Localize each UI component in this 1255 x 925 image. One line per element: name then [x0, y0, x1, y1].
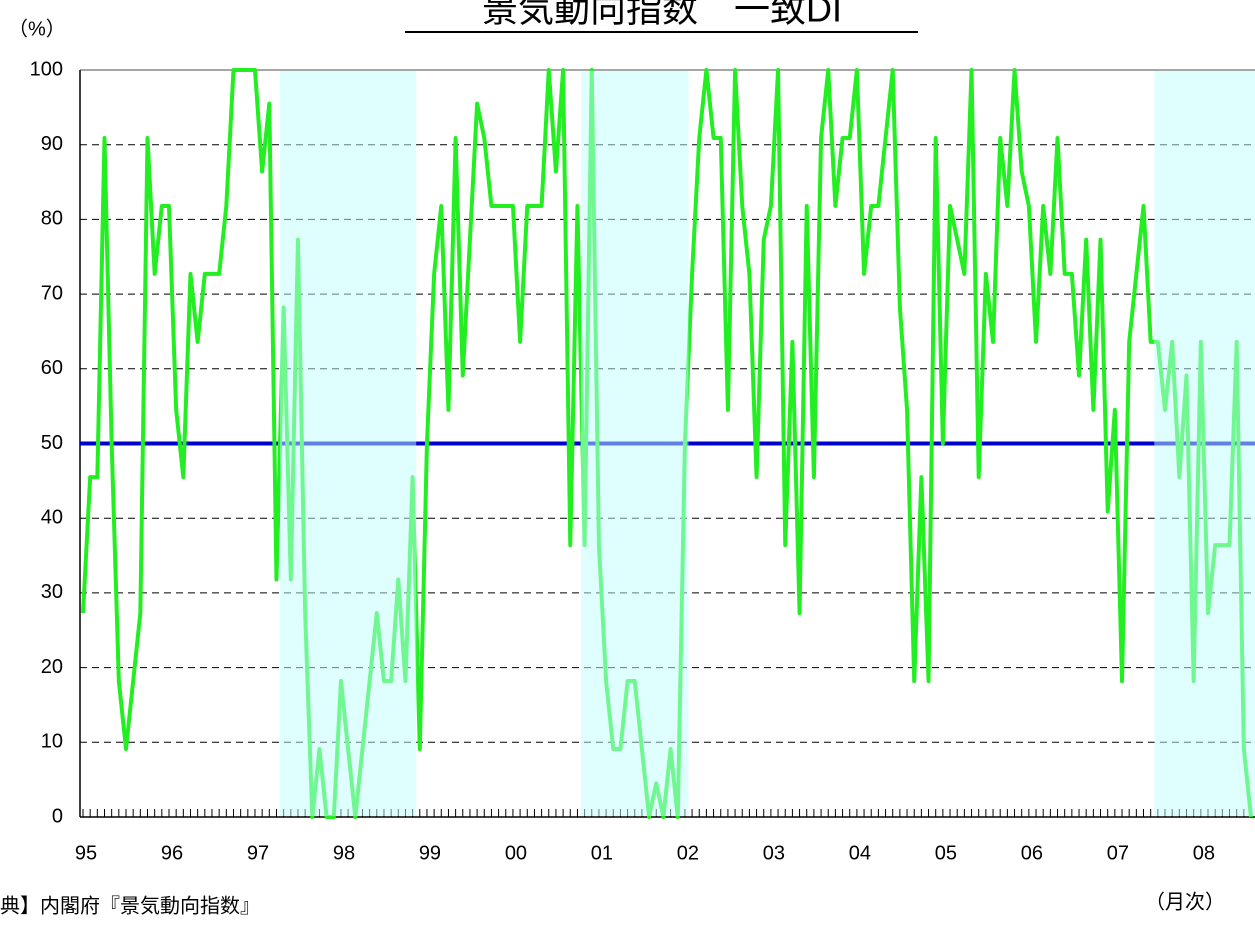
y-tick-label: 20	[41, 656, 63, 678]
x-tick-label: 06	[1021, 842, 1043, 864]
x-tick-label: 01	[591, 842, 613, 864]
y-unit: （%）	[8, 17, 66, 40]
x-tick-label: 08	[1193, 842, 1215, 864]
shaded-period	[1154, 71, 1255, 816]
x-tick-label: 99	[419, 842, 441, 864]
y-tick-label: 90	[41, 133, 63, 155]
x-tick-label: 07	[1107, 842, 1129, 864]
x-tick-label: 05	[935, 842, 957, 864]
shaded-period	[280, 71, 417, 816]
x-unit: （月次）	[1145, 890, 1225, 913]
shaded-period	[581, 71, 689, 816]
x-tick-label: 00	[505, 842, 527, 864]
source: 典】内閣府『景気動向指数』	[0, 894, 260, 917]
y-tick-label: 70	[41, 282, 63, 304]
y-tick-label: 30	[41, 581, 63, 603]
y-tick-label: 40	[41, 506, 63, 528]
y-tick-label: 100	[30, 58, 63, 80]
chart-title: 景気動向指数 一致DI	[482, 0, 842, 30]
y-tick-label: 60	[41, 357, 63, 379]
y-tick-label: 80	[41, 208, 63, 230]
y-tick-label: 10	[41, 731, 63, 753]
y-tick-label: 0	[52, 805, 63, 827]
x-tick-label: 96	[161, 842, 183, 864]
x-tick-label: 97	[247, 842, 269, 864]
x-tick-label: 98	[333, 842, 355, 864]
x-tick-label: 02	[677, 842, 699, 864]
x-tick-label: 95	[75, 842, 97, 864]
x-tick-label: 04	[849, 842, 871, 864]
y-tick-label: 50	[41, 432, 63, 454]
x-tick-label: 03	[763, 842, 785, 864]
